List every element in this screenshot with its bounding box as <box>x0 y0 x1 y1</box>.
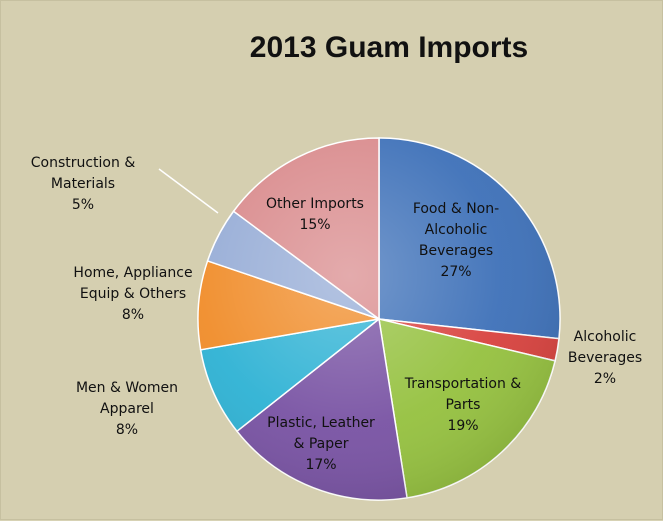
pie-slice-0 <box>378 137 561 340</box>
data-label-line: 8% <box>122 307 144 323</box>
data-label-line: Transportation & <box>404 376 522 392</box>
data-label-0: Food & Non- Alcoholic Beverages 27% <box>413 201 499 280</box>
data-label-3: Plastic, Leather & Paper 17% <box>267 415 375 473</box>
data-label-line: Other Imports <box>266 196 364 212</box>
data-label-2: Transportation & Parts 19% <box>404 376 522 434</box>
data-label-line: Alcoholic <box>425 222 488 238</box>
data-label-line: 27% <box>440 264 471 280</box>
data-label-6: Construction & Materials 5% <box>31 155 136 213</box>
pie-slices <box>197 137 561 501</box>
data-label-line: Equip & Others <box>80 286 186 302</box>
data-label-line: 15% <box>299 217 330 233</box>
data-label-7: Other Imports 15% <box>266 196 364 233</box>
data-label-line: Parts <box>446 397 481 413</box>
leader-lines <box>158 168 219 214</box>
data-label-5: Home, Appliance Equip & Others 8% <box>73 265 192 323</box>
data-label-line: Plastic, Leather <box>267 415 375 431</box>
data-label-line: 5% <box>72 197 94 213</box>
data-label-line: 19% <box>447 418 478 434</box>
data-label-line: 17% <box>305 457 336 473</box>
data-label-line: Construction & <box>31 155 136 171</box>
data-label-line: Materials <box>51 176 115 192</box>
data-label-line: Beverages <box>568 350 642 366</box>
data-label-line: & Paper <box>293 436 348 452</box>
leader-line-6 <box>158 168 219 214</box>
data-label-line: Apparel <box>100 401 154 417</box>
data-label-4: Men & Women Apparel 8% <box>76 380 178 438</box>
data-label-line: Beverages <box>419 243 493 259</box>
data-label-1: Alcoholic Beverages 2% <box>568 329 642 387</box>
data-label-line: Home, Appliance <box>73 265 192 281</box>
data-label-line: Food & Non- <box>413 201 499 217</box>
data-label-line: 2% <box>594 371 616 387</box>
data-label-line: Alcoholic <box>574 329 637 345</box>
chart-title: 2013 Guam Imports <box>250 31 528 64</box>
data-label-line: Men & Women <box>76 380 178 396</box>
data-label-line: 8% <box>116 422 138 438</box>
data-labels: Food & Non- Alcoholic Beverages 27% Alcoholi… <box>31 155 642 473</box>
